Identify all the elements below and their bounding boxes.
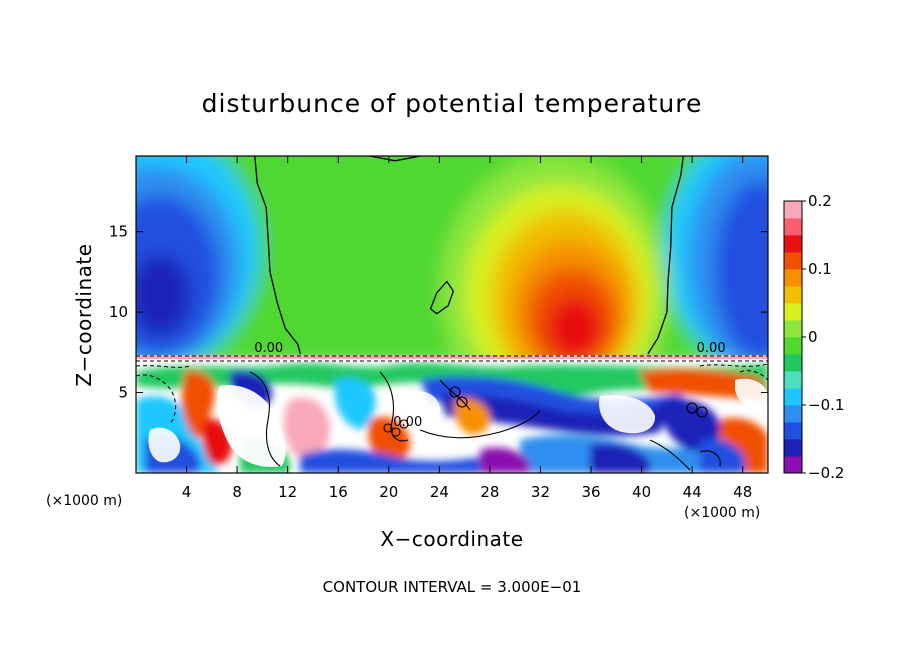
contour-label: 0.00 bbox=[697, 341, 726, 356]
contour-label: 0.00 bbox=[393, 415, 422, 430]
x-tick-label: 20 bbox=[379, 483, 398, 501]
y-tick-label: 5 bbox=[118, 384, 128, 402]
zero-contour bbox=[369, 156, 421, 162]
colorbar-swatch bbox=[784, 439, 802, 457]
turbulent-contours bbox=[249, 371, 721, 471]
colorbar-swatch bbox=[784, 269, 802, 287]
colorbar-swatch bbox=[784, 286, 802, 304]
colorbar-swatch bbox=[784, 218, 802, 236]
x-tick-label: 16 bbox=[329, 483, 348, 501]
plot-area bbox=[136, 156, 768, 473]
y-axis-label: Z−coordinate bbox=[72, 243, 96, 386]
x-axis: 4 8 12 16 20 24 28 32 36 40 44 48 bbox=[182, 156, 752, 501]
x-tick-label: 40 bbox=[632, 483, 651, 501]
chart-title: disturbunce of potential temperature bbox=[202, 89, 703, 118]
colorbar-swatch bbox=[784, 320, 802, 338]
x-tick-label: 8 bbox=[232, 483, 242, 501]
colorbar-swatch bbox=[784, 456, 802, 474]
zero-contour bbox=[429, 280, 455, 315]
x-tick-label: 24 bbox=[430, 483, 449, 501]
colorbar-tick-label: 0.1 bbox=[808, 260, 832, 278]
x-unit-right: (×1000 m) bbox=[684, 505, 760, 521]
colorbar-swatch bbox=[784, 337, 802, 355]
colorbar-swatch bbox=[784, 354, 802, 372]
contour-labels: 0.00 0.00 0.00 bbox=[254, 341, 725, 430]
x-unit-left: (×1000 m) bbox=[46, 493, 122, 509]
negative-contours bbox=[136, 355, 768, 425]
colorbar-swatch bbox=[784, 422, 802, 440]
colorbar-tick-label: −0.2 bbox=[808, 464, 844, 482]
y-tick-label: 10 bbox=[109, 303, 128, 321]
colorbar-swatch bbox=[784, 405, 802, 423]
contour-interval-note: CONTOUR INTERVAL = 3.000E−01 bbox=[323, 578, 582, 596]
x-tick-label: 36 bbox=[581, 483, 600, 501]
colorbar-tick-label: −0.1 bbox=[808, 396, 844, 414]
contour-lines bbox=[254, 156, 684, 355]
colorbar-swatch bbox=[784, 388, 802, 406]
contour-label: 0.00 bbox=[254, 341, 283, 356]
colorbar-swatch bbox=[784, 371, 802, 389]
upper-field bbox=[136, 156, 768, 425]
x-axis-label: X−coordinate bbox=[380, 527, 523, 551]
x-tick-label: 32 bbox=[531, 483, 550, 501]
x-tick-label: 4 bbox=[182, 483, 192, 501]
x-tick-label: 44 bbox=[683, 483, 702, 501]
x-tick-label: 12 bbox=[278, 483, 297, 501]
colorbar: 0.2 0.1 0 −0.1 −0.2 bbox=[783, 192, 844, 482]
zero-contour bbox=[647, 156, 684, 355]
colorbar-tick-label: 0.2 bbox=[808, 192, 832, 210]
colorbar-swatch bbox=[784, 303, 802, 321]
plot-frame bbox=[135, 155, 769, 474]
colorbar-swatch bbox=[784, 201, 802, 219]
y-axis: 5 10 15 bbox=[109, 223, 768, 402]
x-tick-label: 28 bbox=[480, 483, 499, 501]
colorbar-swatch bbox=[784, 235, 802, 253]
colorbar-tick-label: 0 bbox=[808, 328, 818, 346]
zero-contour bbox=[254, 156, 301, 355]
y-tick-label: 15 bbox=[109, 223, 128, 241]
x-tick-label: 48 bbox=[733, 483, 752, 501]
colorbar-swatch bbox=[784, 252, 802, 270]
